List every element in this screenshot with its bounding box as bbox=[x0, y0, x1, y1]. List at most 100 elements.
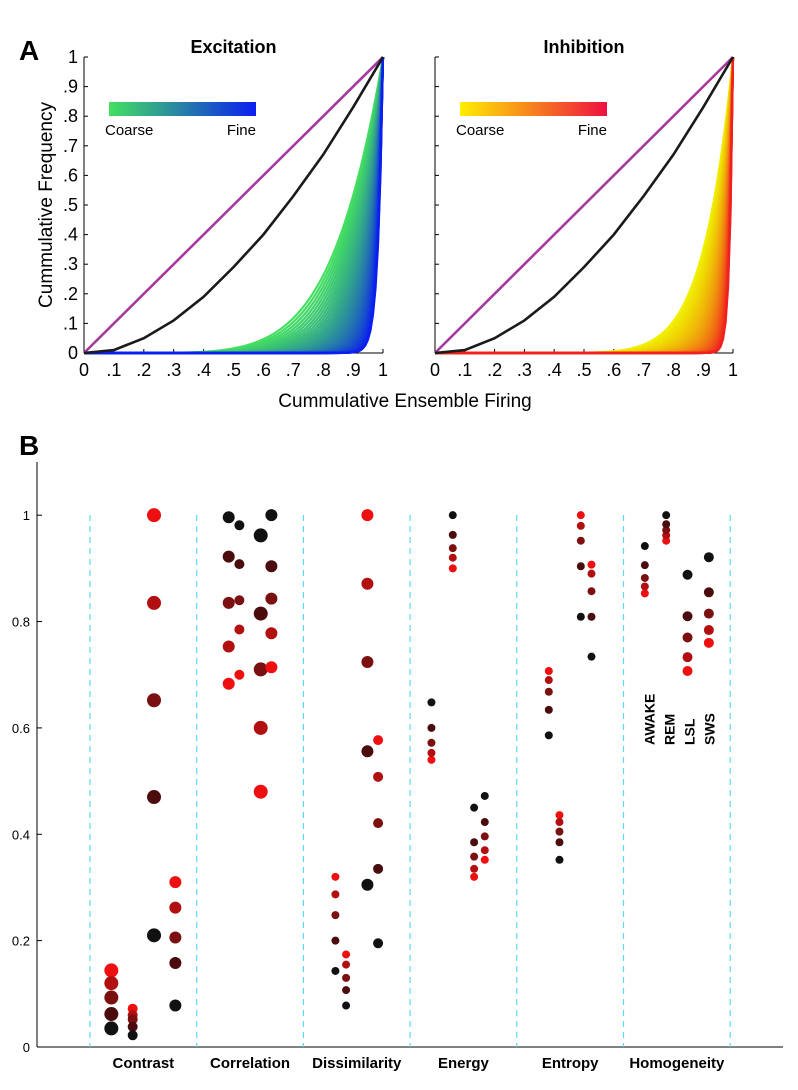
data-point bbox=[576, 562, 585, 571]
x-tick-label: 0 bbox=[79, 360, 89, 380]
data-point bbox=[703, 625, 714, 636]
data-point bbox=[682, 652, 693, 663]
black-reference-curve bbox=[434, 56, 735, 355]
y-tick-label: 0 bbox=[23, 1040, 30, 1055]
data-point bbox=[703, 552, 714, 563]
x-tick-label: .6 bbox=[256, 360, 271, 380]
colorbar-label-fine: Fine bbox=[578, 122, 607, 139]
data-point bbox=[427, 748, 436, 757]
data-point bbox=[555, 827, 564, 836]
category-label: Entropy bbox=[542, 1055, 599, 1072]
colorbar-label-coarse: Coarse bbox=[456, 122, 504, 139]
colorbar-label-coarse: Coarse bbox=[105, 122, 153, 139]
x-tick-label: .7 bbox=[636, 360, 651, 380]
data-point bbox=[342, 1001, 351, 1010]
data-point bbox=[576, 511, 585, 520]
data-point bbox=[587, 652, 596, 661]
data-point bbox=[470, 838, 479, 847]
data-point bbox=[480, 832, 489, 841]
y-tick-label: .4 bbox=[63, 225, 78, 245]
data-point bbox=[682, 632, 693, 643]
y-tick-label: 0.8 bbox=[12, 615, 30, 630]
ensemble-curve bbox=[435, 56, 735, 355]
data-point bbox=[587, 587, 596, 596]
data-point bbox=[169, 876, 182, 889]
data-point bbox=[480, 791, 489, 800]
data-point bbox=[373, 938, 384, 949]
y-tick-label: 0 bbox=[68, 343, 78, 363]
panel-letter-b: B bbox=[19, 430, 39, 461]
data-point bbox=[373, 735, 384, 746]
category-label: Correlation bbox=[210, 1055, 290, 1072]
y-tick-label: .5 bbox=[63, 195, 78, 215]
data-point bbox=[587, 569, 596, 578]
state-label: REM bbox=[662, 714, 678, 745]
data-point bbox=[480, 818, 489, 827]
data-point bbox=[703, 637, 714, 648]
ensemble-curve bbox=[84, 56, 385, 355]
data-point bbox=[222, 640, 235, 653]
data-point bbox=[703, 608, 714, 619]
data-point bbox=[448, 530, 457, 539]
data-point bbox=[640, 573, 649, 582]
data-point bbox=[342, 960, 351, 969]
data-point bbox=[703, 587, 714, 598]
data-point bbox=[104, 1007, 119, 1022]
data-point bbox=[576, 612, 585, 621]
panel-b-scatter: 0 0.2 0.4 0.6 0.8 1 Contrast Correlation Dissimi… bbox=[12, 430, 783, 1072]
y-tick-label: .8 bbox=[63, 106, 78, 126]
data-point bbox=[361, 655, 374, 668]
data-point bbox=[544, 731, 553, 740]
data-point bbox=[587, 612, 596, 621]
data-point bbox=[169, 931, 182, 944]
x-tick-label: .8 bbox=[316, 360, 331, 380]
y-tick-label: 1 bbox=[23, 508, 30, 523]
state-label: SWS bbox=[702, 713, 718, 745]
x-tick-label: .5 bbox=[576, 360, 591, 380]
data-point bbox=[427, 723, 436, 732]
data-point bbox=[169, 901, 182, 914]
data-point bbox=[253, 720, 268, 735]
y-tick-label: .3 bbox=[63, 254, 78, 274]
plot-title: Excitation bbox=[190, 37, 276, 57]
data-point bbox=[448, 564, 457, 573]
data-point bbox=[169, 999, 182, 1012]
data-point bbox=[265, 509, 278, 522]
data-point bbox=[222, 677, 235, 690]
colorbar bbox=[109, 102, 256, 116]
x-tick-label: .3 bbox=[517, 360, 532, 380]
x-tick-label: .8 bbox=[666, 360, 681, 380]
data-point bbox=[662, 520, 671, 529]
data-point bbox=[265, 592, 278, 605]
y-tick-label: 0.6 bbox=[12, 721, 30, 736]
data-point bbox=[234, 624, 245, 635]
x-tick-label: 0 bbox=[430, 360, 440, 380]
data-point bbox=[427, 755, 436, 764]
x-tick-label: .4 bbox=[196, 360, 211, 380]
category-label: Homogeneity bbox=[629, 1055, 725, 1072]
data-point bbox=[361, 878, 374, 891]
data-point bbox=[104, 976, 119, 991]
data-point bbox=[104, 1021, 119, 1036]
data-point bbox=[555, 818, 564, 827]
data-point bbox=[147, 693, 162, 708]
panel-a-inhibition: 0 .1 .2 .3 .4 .5 .6 .7 .8 .9 1 Inhibition Coarse Fine bbox=[430, 37, 738, 380]
data-point bbox=[544, 687, 553, 696]
data-point bbox=[640, 542, 649, 551]
panel-letter-a: A bbox=[19, 35, 39, 66]
data-point bbox=[222, 550, 235, 563]
data-point bbox=[234, 520, 245, 531]
data-point bbox=[104, 963, 119, 978]
data-point bbox=[169, 956, 182, 969]
data-point bbox=[373, 771, 384, 782]
data-point bbox=[480, 855, 489, 864]
data-point bbox=[555, 811, 564, 820]
data-point bbox=[361, 577, 374, 590]
data-point bbox=[470, 864, 479, 873]
data-point bbox=[662, 526, 671, 535]
data-point bbox=[265, 627, 278, 640]
data-point bbox=[544, 676, 553, 685]
y-tick-label: .6 bbox=[63, 165, 78, 185]
x-tick-label: .5 bbox=[226, 360, 241, 380]
data-point bbox=[427, 738, 436, 747]
